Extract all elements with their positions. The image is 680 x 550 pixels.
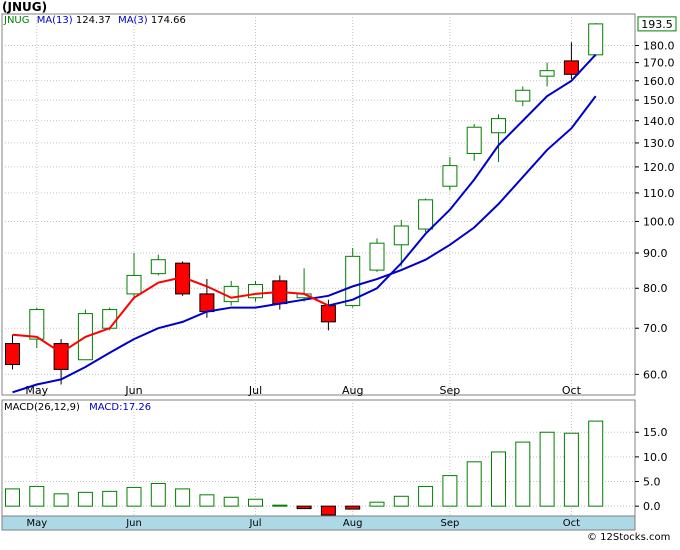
macd-bar (515, 441, 531, 507)
candle-up (126, 274, 142, 295)
candle-up (442, 165, 458, 187)
ma3-line-blue (328, 53, 597, 307)
legend-ma3-label: MA(3) (118, 15, 148, 26)
candle-up (515, 89, 531, 102)
macd-bar (442, 475, 458, 507)
macd-bar (199, 494, 215, 507)
candle-down (199, 293, 215, 313)
candle-up (223, 285, 239, 303)
price-month-label: Jul (248, 384, 262, 397)
xaxis-month-label: May (26, 518, 47, 529)
macd-bar (588, 420, 604, 507)
candle-up (393, 225, 409, 246)
price-ytick-label: 140.0 (643, 115, 675, 128)
ma3-line-red (12, 276, 329, 354)
macd-value: MACD:17.26 (89, 402, 152, 413)
price-ytick-label: 160.0 (643, 75, 675, 88)
price-month-label: Sep (440, 384, 461, 397)
price-ytick-label: 170.0 (643, 57, 675, 70)
price-ytick-label: 70.0 (643, 322, 668, 335)
macd-bar (29, 485, 45, 507)
price-ytick-label: 60.0 (643, 368, 668, 381)
xaxis-month-label: Jul (248, 518, 261, 529)
ma13-line (12, 95, 597, 394)
ticker-title: (JNUG) (2, 0, 48, 14)
candle-down (563, 60, 579, 75)
macd-bar (418, 485, 434, 507)
price-ytick-label: 150.0 (643, 94, 675, 107)
candle-up (369, 242, 385, 271)
x-axis-band (1, 515, 636, 531)
price-ytick-label: 90.0 (643, 247, 668, 260)
price-ytick-label: 80.0 (643, 282, 668, 295)
macd-bar (175, 488, 191, 507)
candle-down (5, 343, 20, 366)
legend-ma13-value: 124.37 (75, 15, 111, 26)
macd-bar (248, 498, 263, 507)
price-ytick-label: 180.0 (643, 40, 675, 53)
macd-bar-negative (345, 505, 361, 510)
price-ytick-label: 130.0 (643, 137, 675, 150)
macd-ytick-label: 10.0 (643, 451, 668, 464)
macd-bar (77, 491, 93, 507)
macd-bar (466, 461, 482, 507)
macd-bar (53, 493, 69, 507)
candle-down (320, 305, 336, 323)
candle-up (418, 199, 434, 230)
last-price-label: 193.5 (641, 18, 673, 31)
price-ytick-label: 120.0 (643, 161, 675, 174)
macd-bar (272, 504, 288, 507)
macd-bar (539, 431, 555, 507)
price-legend: JNUG MA(13) 124.37 MA(3) 174.66 (4, 15, 186, 26)
macd-bar-negative (320, 505, 336, 516)
xaxis-month-label: Jun (125, 518, 142, 529)
macd-bar (223, 496, 239, 507)
price-month-label: Aug (342, 384, 363, 397)
price-panel (1, 13, 636, 396)
candle-up (539, 70, 555, 77)
macd-bar (150, 482, 166, 507)
candle-up (29, 309, 45, 340)
macd-bar (563, 432, 579, 507)
legend-series-name: JNUG (4, 15, 30, 26)
candle-up (588, 23, 604, 56)
macd-bar (491, 451, 506, 507)
macd-bar (369, 501, 385, 507)
price-month-label: May (25, 384, 48, 397)
watermark: © 12Stocks.com (587, 532, 671, 543)
candle-down (53, 343, 69, 370)
price-month-label: Oct (562, 384, 582, 397)
macd-bar-negative (296, 505, 312, 510)
xaxis-month-label: Oct (563, 518, 580, 529)
macd-bar (5, 488, 20, 507)
candle-up (102, 309, 118, 329)
macd-bar (126, 486, 142, 507)
xaxis-month-label: Aug (343, 518, 363, 529)
candle-up (466, 126, 482, 154)
price-ytick-label: 100.0 (643, 215, 675, 228)
candle-up (491, 118, 506, 134)
macd-bar (393, 495, 409, 507)
candle-up (345, 255, 361, 307)
macd-legend: MACD(26,12,9) MACD:17.26 (4, 402, 151, 413)
last-price-box (637, 16, 677, 32)
price-month-label: Jun (124, 384, 142, 397)
legend-ma13-label: MA(13) (36, 15, 73, 26)
macd-ytick-label: 0.0 (643, 500, 661, 513)
price-ytick-label: 110.0 (643, 187, 675, 200)
macd-ytick-label: 5.0 (643, 476, 661, 489)
macd-ytick-label: 15.0 (643, 426, 668, 439)
macd-params: MACD(26,12,9) (4, 402, 80, 413)
macd-bar (102, 490, 118, 507)
candle-up (150, 259, 166, 275)
xaxis-month-label: Sep (440, 518, 459, 529)
legend-ma3-value: 174.66 (150, 15, 186, 26)
candle-up (248, 284, 263, 299)
